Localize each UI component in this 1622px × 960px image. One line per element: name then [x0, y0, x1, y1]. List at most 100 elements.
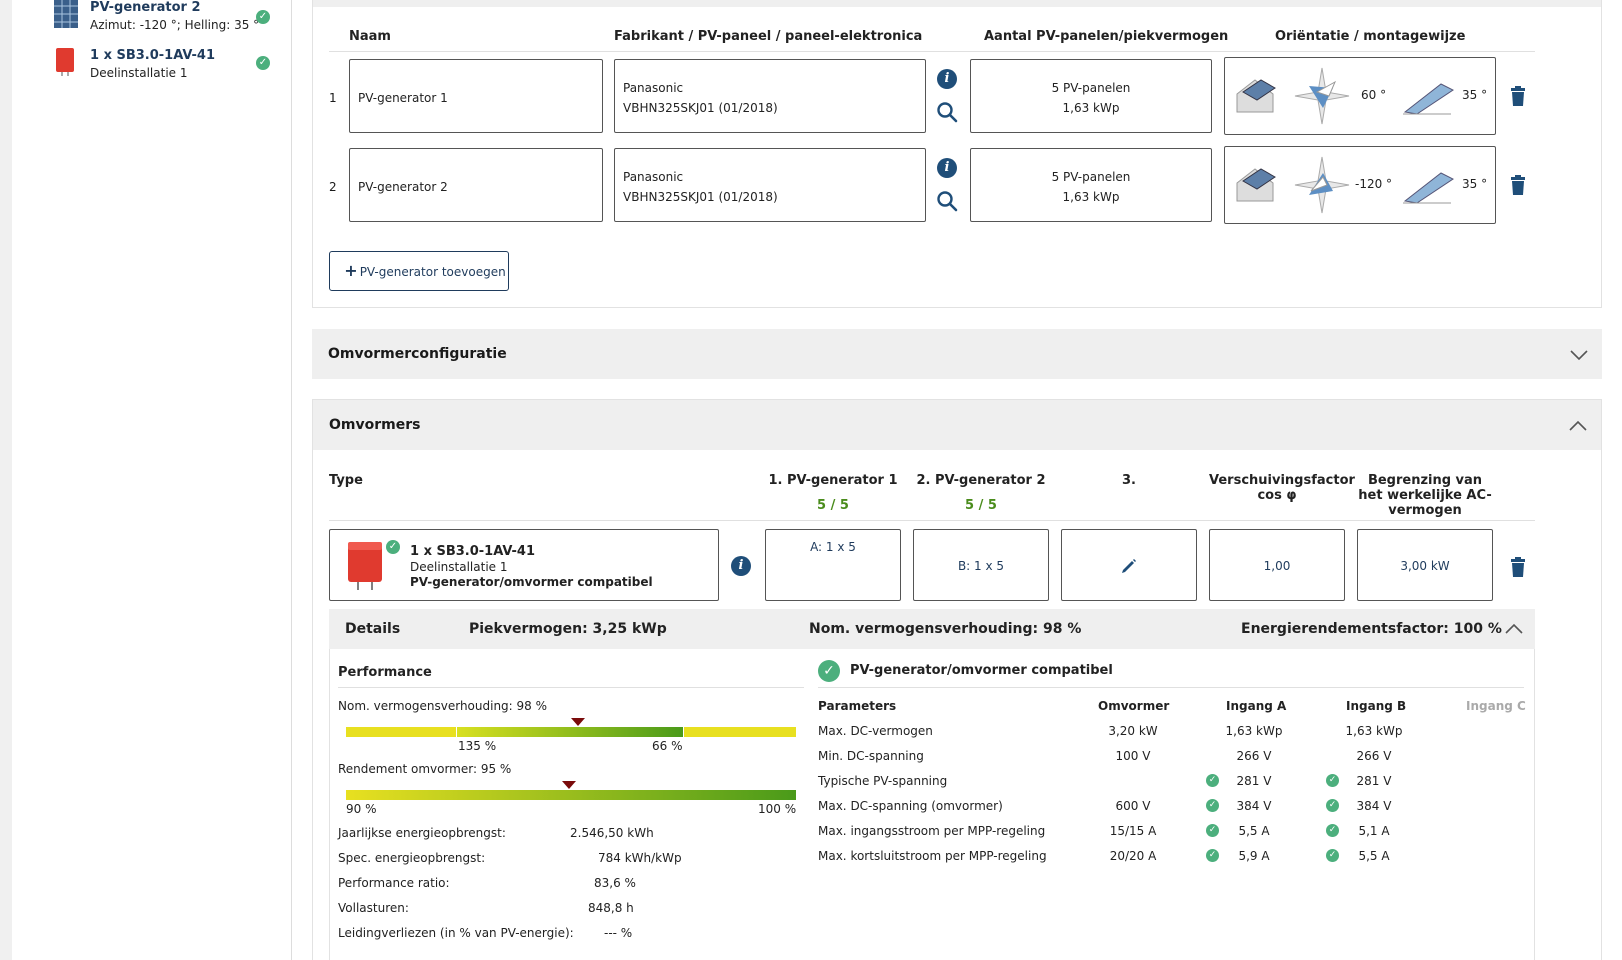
section-omvormerconfiguratie[interactable]: Omvormerconfiguratie	[312, 329, 1602, 379]
limit-field[interactable]: 3,00 kW	[1357, 529, 1493, 601]
section-omvormers[interactable]: Omvormers	[313, 400, 1601, 450]
header-gen3: 3.	[1122, 473, 1136, 488]
chevron-up-icon[interactable]	[1505, 620, 1523, 638]
panel-top-bar	[313, 0, 1601, 7]
sidebar-item-title: 1 x SB3.0-1AV-41	[90, 48, 216, 63]
tilt-panel-icon	[1403, 172, 1454, 204]
ratio-bar-mid	[457, 727, 683, 737]
naam-field[interactable]: PV-generator 1	[349, 59, 603, 133]
compat-b-value: 281 V	[1356, 774, 1392, 788]
row-number: 2	[329, 180, 337, 194]
compat-a-value: 1,63 kWp	[1225, 724, 1283, 738]
compat-omvormer-value: 600 V	[1115, 799, 1151, 813]
limit-value: 3,00 kW	[1400, 559, 1450, 573]
header-fabrikant: Fabrikant / PV-paneel / paneel-elektroni…	[614, 29, 923, 44]
trash-icon[interactable]	[1509, 175, 1527, 195]
check-icon: ✓	[1206, 849, 1219, 862]
check-icon: ✓	[1206, 774, 1219, 787]
orientatie-field[interactable]: 60 ° 35 °	[1224, 57, 1496, 135]
cos-field[interactable]: 1,00	[1209, 529, 1345, 601]
check-icon: ✓	[256, 10, 270, 24]
inverter-icon	[348, 542, 382, 590]
compat-a-value: 5,9 A	[1238, 849, 1270, 863]
check-icon: ✓	[1326, 774, 1339, 787]
pv-generator-panel: Naam Fabrikant / PV-paneel / paneel-elek…	[312, 0, 1602, 308]
rend-marker	[562, 781, 576, 789]
stat-value: 2.546,50 kWh	[570, 826, 654, 840]
ratio-left-tick: 135 %	[458, 739, 497, 753]
panel-power: 1,63 kWp	[1062, 190, 1120, 204]
divider	[338, 687, 804, 688]
check-icon: ✓	[256, 56, 270, 70]
compat-param: Min. DC-spanning	[818, 749, 924, 763]
gen3-assignment[interactable]	[1061, 529, 1197, 601]
info-icon[interactable]: i	[731, 556, 751, 576]
inverter-type-field[interactable]: ✓ 1 x SB3.0-1AV-41 Deelinstallatie 1 PV-…	[329, 529, 719, 601]
omvormers-panel: Omvormers Type 1. PV-generator 1 5 / 5 2…	[312, 399, 1602, 960]
rend-left-tick: 90 %	[346, 802, 377, 816]
ratio-label: Nom. vermogensverhouding: 98 %	[338, 699, 548, 713]
main-content: Naam Fabrikant / PV-paneel / paneel-elek…	[292, 0, 1622, 960]
chevron-down-icon[interactable]	[1570, 346, 1588, 364]
cos-value: 1,00	[1263, 559, 1291, 573]
compat-a-value: 266 V	[1236, 749, 1272, 763]
fabrikant-field[interactable]: Panasonic VBHN325SKJ01 (01/2018)	[614, 148, 926, 222]
header-gen1: 1. PV-generator 1	[768, 473, 898, 488]
header-naam: Naam	[349, 29, 391, 44]
divider	[329, 520, 1535, 521]
chevron-up-icon[interactable]	[1569, 417, 1587, 435]
trash-icon[interactable]	[1509, 557, 1527, 577]
header-gen2: 2. PV-generator 2	[916, 473, 1046, 488]
house-icon	[1236, 168, 1276, 202]
check-icon: ✓	[1326, 799, 1339, 812]
aantal-field[interactable]: 5 PV-panelen 1,63 kWp	[970, 148, 1212, 222]
trash-icon[interactable]	[1509, 86, 1527, 106]
stat-label: Leidingverliezen (in % van PV-energie):	[338, 926, 574, 940]
compat-param: Max. ingangsstroom per MPP-regeling	[818, 824, 1046, 838]
compat-a-value: 281 V	[1236, 774, 1272, 788]
search-icon[interactable]	[936, 101, 958, 123]
stat-label: Performance ratio:	[338, 876, 450, 890]
details-ratio: Nom. vermogensverhouding: 98 %	[809, 621, 1082, 637]
compat-omvormer-value: 3,20 kW	[1108, 724, 1158, 738]
aantal-field[interactable]: 5 PV-panelen 1,63 kWp	[970, 59, 1212, 133]
gen1-assignment[interactable]: A: 1 x 5	[765, 529, 901, 601]
sidebar-item-pv-generator-2[interactable]: PV-generator 2 Azimut: -120 °; Helling: …	[54, 0, 290, 36]
details-bar[interactable]: Details Piekvermogen: 3,25 kWp Nom. verm…	[329, 609, 1535, 649]
header-limit: Begrenzing van het werkelijke AC-vermoge…	[1358, 473, 1492, 518]
details-label: Details	[345, 621, 401, 637]
naam-field[interactable]: PV-generator 2	[349, 148, 603, 222]
compat-param: Typische PV-spanning	[818, 774, 948, 788]
compat-b-value: 5,5 A	[1358, 849, 1390, 863]
info-icon[interactable]: i	[937, 69, 957, 89]
section-title: Omvormerconfiguratie	[328, 346, 507, 362]
add-pv-generator-button[interactable]: + PV-generator toevoegen	[329, 251, 509, 291]
tilt-panel-icon	[1403, 83, 1454, 115]
panel-count: 5 PV-panelen	[1051, 170, 1131, 184]
stat-value: 83,6 %	[594, 876, 636, 890]
header-cos: Verschuivingsfactor cos φ	[1209, 473, 1355, 503]
divider	[329, 51, 1535, 52]
gen1-assignment-value: A: 1 x 5	[810, 540, 856, 554]
check-icon: ✓	[386, 540, 400, 554]
compat-param: Max. DC-vermogen	[818, 724, 933, 738]
compat-b-value: 5,1 A	[1358, 824, 1390, 838]
compass-icon	[1294, 156, 1350, 214]
compat-b-value: 266 V	[1356, 749, 1392, 763]
gen2-assignment[interactable]: B: 1 x 5	[913, 529, 1049, 601]
search-icon[interactable]	[936, 190, 958, 212]
rend-bar	[346, 790, 796, 800]
inverter-title: 1 x SB3.0-1AV-41	[410, 544, 536, 559]
info-icon[interactable]: i	[937, 158, 957, 178]
inverter-compat: PV-generator/omvormer compatibel	[410, 575, 653, 589]
compat-b-value: 1,63 kWp	[1345, 724, 1403, 738]
fabrikant-field[interactable]: Panasonic VBHN325SKJ01 (01/2018)	[614, 59, 926, 133]
pencil-icon[interactable]	[1121, 558, 1137, 574]
check-icon: ✓	[818, 660, 840, 682]
compat-param: Max. DC-spanning (omvormer)	[818, 799, 1003, 813]
orientatie-field[interactable]: -120 ° 35 °	[1224, 146, 1496, 224]
stat-value: 848,8 h	[588, 901, 634, 915]
azimuth-value: -120 °	[1355, 177, 1393, 191]
sidebar-item-sub: Azimut: -120 °; Helling: 35 °	[90, 18, 260, 32]
sidebar-item-inverter[interactable]: 1 x SB3.0-1AV-41 Deelinstallatie 1 ✓	[54, 48, 290, 84]
